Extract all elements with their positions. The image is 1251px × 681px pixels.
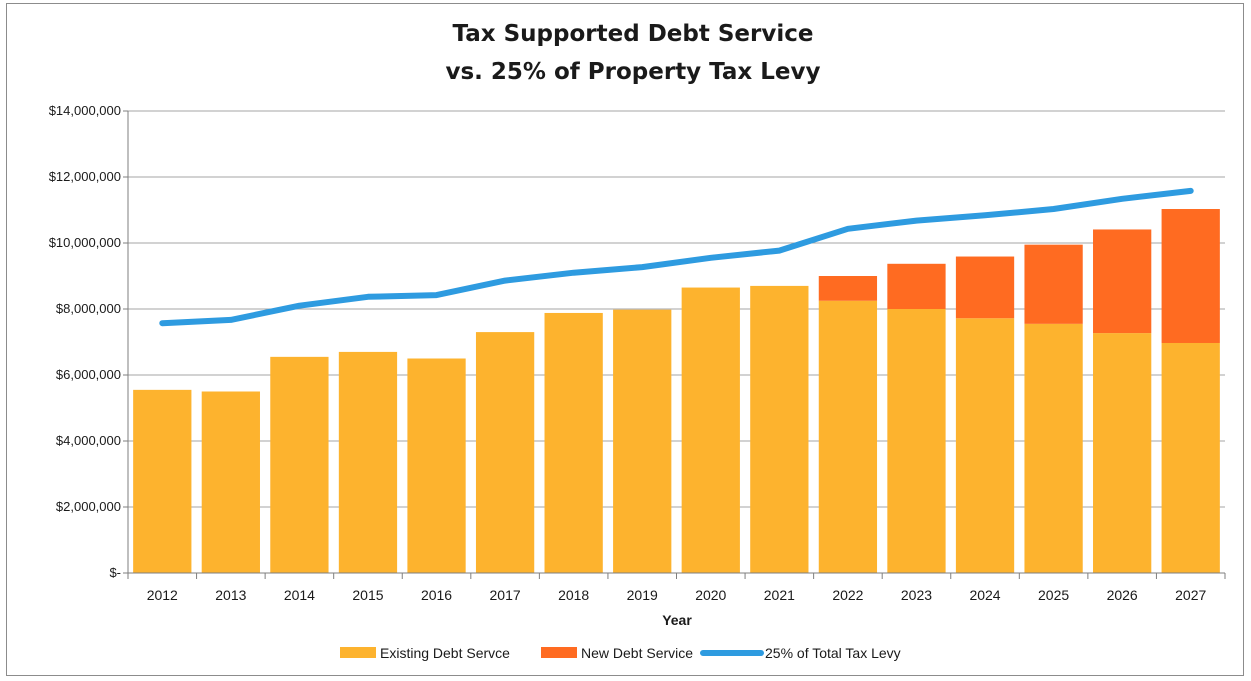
bar-existing-2026 (1093, 333, 1152, 573)
chart-subtitle: vs. 25% of Property Tax Levy (445, 59, 820, 85)
x-tick-label: 2021 (764, 587, 795, 603)
legend-label: New Debt Service (581, 645, 693, 661)
x-tick-label: 2023 (901, 587, 932, 603)
chart-svg: Tax Supported Debt Service vs. 25% of Pr… (49, 21, 1226, 661)
legend-label: 25% of Total Tax Levy (765, 645, 901, 661)
y-axis-ticks: $- $2,000,000 $4,000,000 $6,000,000 $8,000,0… (49, 103, 128, 580)
x-tick-label: 2026 (1107, 587, 1138, 603)
bar-existing-2023 (887, 309, 946, 573)
bar-existing-2020 (681, 287, 740, 573)
legend-swatch (340, 647, 376, 658)
bar-existing-2024 (955, 318, 1015, 573)
x-tick-label: 2016 (421, 587, 452, 603)
x-tick-label: 2022 (832, 587, 863, 603)
x-tick-label: 2024 (969, 587, 1000, 603)
x-tick-label: 2015 (352, 587, 383, 603)
bar-existing-2013 (201, 391, 260, 573)
chart-title: Tax Supported Debt Service (453, 21, 814, 47)
y-tick-label: $- (109, 565, 121, 580)
y-tick-label: $14,000,000 (49, 103, 121, 118)
y-tick-label: $2,000,000 (56, 499, 121, 514)
bar-existing-2022 (818, 300, 878, 573)
bar-existing-2012 (133, 389, 192, 573)
y-tick-label: $10,000,000 (49, 235, 121, 250)
bar-existing-2027 (1161, 342, 1220, 573)
bar-new-2026 (1093, 229, 1152, 334)
y-tick-label: $6,000,000 (56, 367, 121, 382)
line-tax-levy (159, 187, 1194, 327)
bar-new-2023 (887, 263, 946, 309)
bar-existing-2017 (475, 332, 535, 573)
x-tick-label: 2025 (1038, 587, 1069, 603)
bar-new-2027 (1161, 209, 1220, 343)
x-tick-label: 2020 (695, 587, 726, 603)
bar-existing-2018 (544, 312, 603, 573)
line-series (159, 187, 1194, 327)
legend-swatch (541, 647, 577, 658)
legend: Existing Debt Servce New Debt Service 25% … (340, 645, 901, 661)
x-tick-label: 2018 (558, 587, 589, 603)
bar-existing-2016 (407, 358, 466, 573)
x-tick-label: 2019 (627, 587, 658, 603)
bar-existing-2015 (338, 351, 398, 573)
bar-new-2022 (818, 276, 878, 301)
chart-frame: Tax Supported Debt Service vs. 25% of Pr… (6, 3, 1244, 676)
bars (133, 209, 1220, 573)
x-tick-label: 2014 (284, 587, 315, 603)
x-tick-label: 2013 (215, 587, 246, 603)
bar-new-2024 (955, 256, 1015, 319)
y-tick-label: $12,000,000 (49, 169, 121, 184)
bar-existing-2019 (613, 309, 672, 573)
x-tick-label: 2012 (147, 587, 178, 603)
x-tick-label: 2017 (490, 587, 521, 603)
bar-existing-2014 (270, 356, 329, 573)
x-axis: 2012 2013 2014 2015 2016 2017 2018 2019 2020 2021… (127, 111, 1226, 603)
x-axis-title: Year (662, 612, 692, 628)
bar-existing-2025 (1024, 323, 1083, 573)
bar-existing-2021 (750, 285, 809, 573)
legend-label: Existing Debt Servce (380, 645, 510, 661)
bar-new-2025 (1024, 244, 1083, 324)
y-tick-label: $4,000,000 (56, 433, 121, 448)
x-tick-label: 2027 (1175, 587, 1206, 603)
y-tick-label: $8,000,000 (56, 301, 121, 316)
